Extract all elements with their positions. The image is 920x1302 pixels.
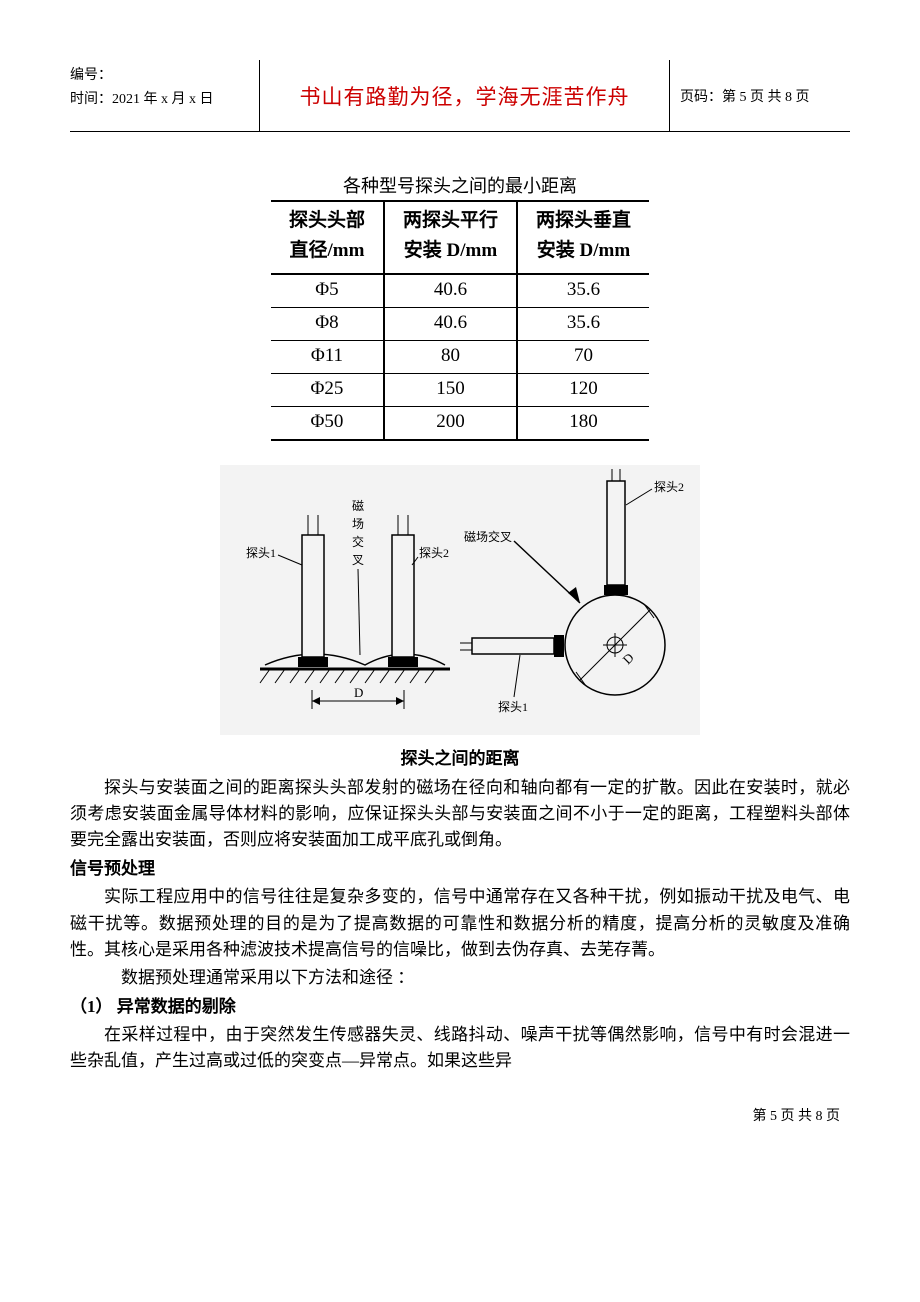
section-head-signal: 信号预处理 bbox=[70, 856, 850, 882]
table-row: Φ540.635.6 bbox=[271, 274, 649, 308]
svg-text:探头2: 探头2 bbox=[654, 480, 684, 494]
svg-text:磁: 磁 bbox=[352, 498, 364, 513]
svg-text:D: D bbox=[354, 685, 363, 700]
seq-label: 编号： bbox=[70, 64, 251, 88]
probe-distance-table: 探头头部 直径/mm 两探头平行 安装 D/mm 两探头垂直 安装 D/mm Φ… bbox=[271, 200, 649, 441]
svg-text:叉: 叉 bbox=[352, 553, 364, 567]
th-c0: 探头头部 直径/mm bbox=[271, 201, 384, 274]
th-c1: 两探头平行 安装 D/mm bbox=[384, 201, 517, 274]
table-caption: 各种型号探头之间的最小距离 bbox=[70, 172, 850, 198]
svg-text:交: 交 bbox=[352, 534, 364, 549]
para-signal-1: 实际工程应用中的信号往往是复杂多变的，信号中通常存在又各种干扰，例如振动干扰及电… bbox=[70, 884, 850, 963]
probe-diagram: D 探头1 探头2 磁 场 交 叉 bbox=[70, 465, 850, 740]
item1-head: （1） 异常数据的剔除 bbox=[70, 994, 850, 1020]
table-row: Φ25150120 bbox=[271, 373, 649, 406]
page-footer: 第 5 页 共 8 页 bbox=[70, 1105, 850, 1125]
time-label: 时间：2021 年 x 月 x 日 bbox=[70, 88, 251, 112]
para-distance: 探头与安装面之间的距离探头头部发射的磁场在径向和轴向都有一定的扩散。因此在安装时… bbox=[70, 775, 850, 854]
diagram-caption: 探头之间的距离 bbox=[70, 744, 850, 769]
page-header: 编号： 时间：2021 年 x 月 x 日 书山有路勤为径，学海无涯苦作舟 页码… bbox=[70, 60, 850, 132]
svg-text:磁场交叉: 磁场交叉 bbox=[464, 529, 512, 544]
table-row: Φ50200180 bbox=[271, 406, 649, 440]
svg-text:探头1: 探头1 bbox=[246, 546, 276, 560]
probe-table-body: Φ540.635.6Φ840.635.6Φ118070Φ25150120Φ502… bbox=[271, 274, 649, 440]
item1-body: 在采样过程中，由于突然发生传感器失灵、线路抖动、噪声干扰等偶然影响，信号中有时会… bbox=[70, 1022, 850, 1075]
para-signal-2: 数据预处理通常采用以下方法和途径 ： bbox=[70, 965, 850, 991]
svg-text:探头1: 探头1 bbox=[498, 700, 528, 714]
table-row: Φ118070 bbox=[271, 340, 649, 373]
th-c2: 两探头垂直 安装 D/mm bbox=[517, 201, 649, 274]
header-page-label: 页码：第 5 页 共 8 页 bbox=[670, 60, 850, 131]
body-text: 探头与安装面之间的距离探头头部发射的磁场在径向和轴向都有一定的扩散。因此在安装时… bbox=[70, 775, 850, 1075]
header-motto: 书山有路勤为径，学海无涯苦作舟 bbox=[260, 60, 670, 131]
table-row: Φ840.635.6 bbox=[271, 307, 649, 340]
svg-text:探头2: 探头2 bbox=[419, 546, 449, 560]
header-left: 编号： 时间：2021 年 x 月 x 日 bbox=[70, 60, 260, 131]
svg-text:场: 场 bbox=[352, 517, 364, 531]
